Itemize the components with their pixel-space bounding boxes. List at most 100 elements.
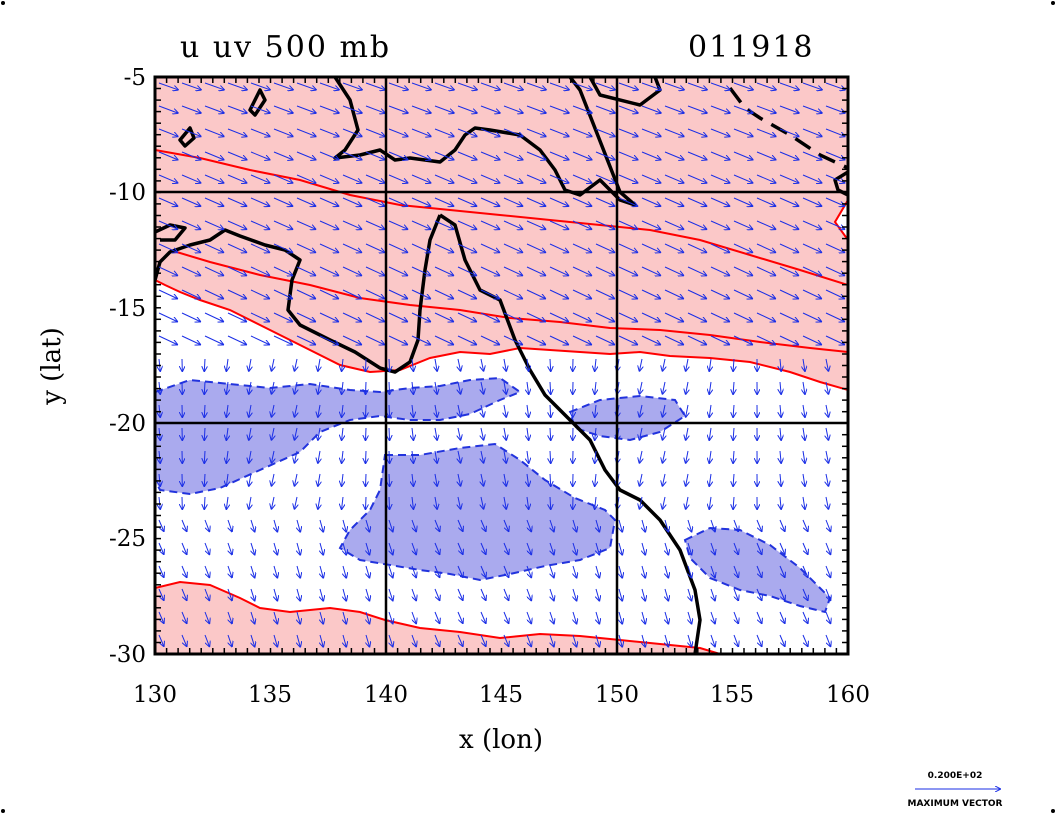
wind-vector <box>274 519 277 532</box>
wind-vector <box>779 335 798 345</box>
wind-vector <box>227 105 247 113</box>
wind-vector <box>434 266 453 275</box>
wind-vector <box>688 565 692 578</box>
wind-vector <box>342 404 343 417</box>
wind-vector <box>642 611 645 624</box>
wind-vector <box>711 542 715 554</box>
wind-vector <box>342 243 361 252</box>
wind-vector <box>434 519 440 531</box>
wind-vector <box>480 588 486 600</box>
wind-vector <box>457 128 477 136</box>
wind-vector <box>663 381 666 394</box>
wind-vector <box>365 220 384 229</box>
wind-vector <box>756 266 775 275</box>
wind-vector <box>181 197 200 206</box>
wind-vector <box>664 105 684 113</box>
wind-vector <box>641 151 661 160</box>
y-tick-labels: -5 -10 -15 -20 -25 -30 <box>109 65 146 668</box>
wind-vector <box>733 82 753 90</box>
wind-vector <box>227 335 246 345</box>
wind-vector <box>618 197 637 206</box>
wind-vector <box>641 128 661 136</box>
wind-vector <box>503 312 522 322</box>
wind-vector <box>297 565 300 578</box>
wind-vector <box>710 105 730 113</box>
wind-vector <box>343 611 346 624</box>
wind-vector <box>710 289 729 299</box>
wind-vector <box>619 634 622 647</box>
wind-vector <box>803 427 805 440</box>
wind-vector <box>825 335 844 345</box>
wind-vector <box>733 611 738 623</box>
wind-vector <box>319 335 338 345</box>
wind-vector <box>412 358 413 371</box>
wind-vector <box>572 174 591 183</box>
wind-vector <box>733 312 752 322</box>
wind-vector <box>503 220 522 229</box>
wind-vector <box>641 105 661 113</box>
wind-vector <box>802 174 821 183</box>
wind-vector <box>411 312 430 322</box>
wind-vector <box>550 427 551 440</box>
wind-vector <box>711 634 715 646</box>
wind-vector <box>526 634 531 646</box>
wind-vector <box>365 151 385 160</box>
wind-vector <box>825 289 844 299</box>
wind-vector <box>526 151 546 160</box>
wind-vector <box>227 174 246 183</box>
wind-vector <box>596 588 599 601</box>
wind-vector <box>227 289 246 299</box>
wind-vector <box>641 82 661 90</box>
wind-vector <box>295 404 298 417</box>
wind-vector <box>572 105 592 113</box>
wind-vector <box>595 220 614 229</box>
wind-vector <box>733 151 753 160</box>
wind-vector <box>204 588 209 600</box>
wind-vector <box>204 404 205 417</box>
wind-vector <box>573 634 577 647</box>
wind-vector <box>663 427 666 440</box>
wind-vector <box>227 220 246 229</box>
wind-vector <box>226 404 228 417</box>
wind-vector <box>803 381 805 394</box>
y-tick-m10: -10 <box>109 180 146 206</box>
wind-vector <box>503 588 509 600</box>
wind-vector <box>664 335 683 345</box>
wind-vector <box>273 312 292 322</box>
wind-vector <box>297 611 300 624</box>
wind-vector <box>273 220 292 229</box>
wind-vector <box>780 381 781 394</box>
wind-vector <box>411 174 430 183</box>
island-1 <box>248 88 267 117</box>
wind-vector <box>526 289 545 299</box>
wind-vector <box>204 197 223 206</box>
wind-vector <box>709 358 711 371</box>
wind-vector <box>663 358 666 371</box>
wind-vector <box>549 197 568 206</box>
wind-vector <box>388 243 407 252</box>
y-tick-m30: -30 <box>109 642 146 668</box>
wind-vector <box>412 427 413 440</box>
wind-vector <box>457 335 476 345</box>
wind-vector <box>388 335 407 345</box>
wind-vector <box>480 289 499 299</box>
wind-vector <box>711 519 715 531</box>
wind-vector <box>526 312 545 322</box>
wind-vector <box>711 588 715 600</box>
wind-vector <box>250 151 270 160</box>
wind-vector <box>434 312 453 322</box>
wind-vector <box>641 197 660 206</box>
wind-vector <box>296 174 315 183</box>
wind-vector <box>365 266 384 275</box>
wind-vector <box>296 82 316 90</box>
wind-vector <box>295 427 298 440</box>
wind-vector <box>779 542 785 554</box>
wind-vector <box>826 404 828 417</box>
wind-vector <box>664 243 683 252</box>
wind-vector <box>802 151 822 160</box>
wind-vector <box>756 151 776 160</box>
wind-vector <box>204 565 209 577</box>
wind-vector <box>504 358 506 371</box>
wind-vector <box>274 588 277 601</box>
wind-vector <box>389 565 393 577</box>
